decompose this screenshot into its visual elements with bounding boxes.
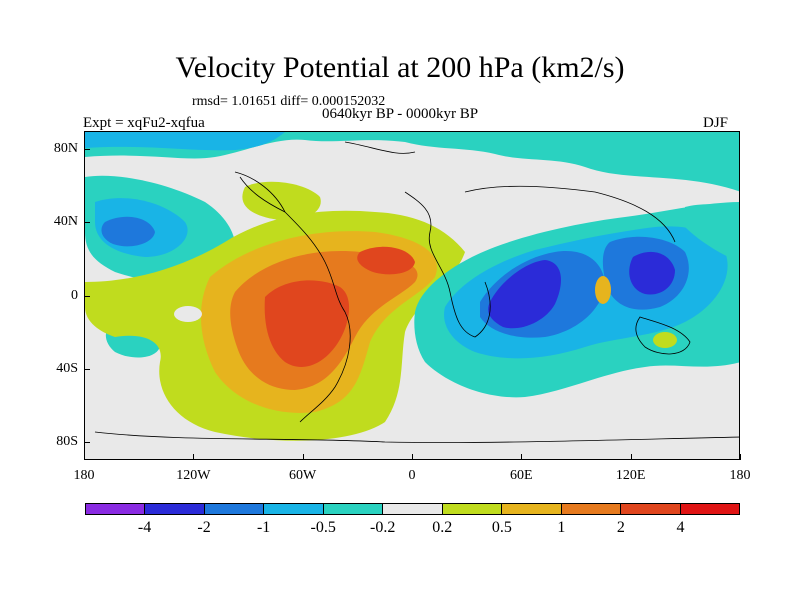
x-tick-label: 0	[408, 468, 416, 483]
y-tick-mark	[84, 295, 90, 297]
x-tick-label: 120W	[176, 468, 211, 483]
x-tick-label: 60E	[510, 468, 533, 483]
colorbar-cell	[204, 504, 265, 514]
y-tick-label: 80S	[56, 433, 78, 449]
coastlines	[94, 141, 739, 443]
colorbar-cell	[561, 504, 622, 514]
colorbar-label: 1	[557, 519, 566, 536]
colorbar-label: 0.5	[491, 519, 512, 536]
y-tick-mark	[84, 149, 90, 151]
arctic-blue-region	[85, 132, 285, 151]
colorbar-cell	[383, 504, 443, 514]
x-tick-mark	[521, 454, 523, 460]
colorbar-label: 2	[616, 519, 625, 536]
x-tick-mark	[412, 454, 413, 460]
velocity-potential-map	[85, 132, 739, 459]
north-pacific-core	[101, 216, 155, 247]
colorbar-cell	[680, 504, 739, 514]
colorbar-cell	[502, 504, 562, 514]
colorbar-cell	[442, 504, 503, 514]
x-tick-label: 180	[73, 468, 95, 483]
season-text: DJF	[703, 115, 729, 131]
positive-region-core	[264, 280, 350, 367]
y-tick-mark	[84, 441, 90, 443]
y-tick-mark	[84, 368, 90, 370]
indian-ocean-core	[488, 260, 561, 329]
period-text: 0640kyr BP - 0000kyr BP	[322, 106, 479, 122]
colorbar-label: -2	[197, 519, 211, 536]
x-tick-mark	[84, 454, 85, 460]
colorbar-label: 0.2	[432, 519, 453, 536]
atlantic-positive-core	[357, 246, 415, 275]
y-tick-label: 40S	[56, 360, 78, 376]
colorbar-label: -1	[256, 519, 271, 536]
colorbar-label: -0.5	[310, 519, 336, 536]
x-tick-mark	[630, 454, 632, 460]
colorbar-label: 4	[676, 519, 685, 536]
colorbar-cell	[323, 504, 384, 514]
australia-positive-blob	[653, 332, 677, 348]
colorbar-label: -4	[137, 519, 152, 536]
experiment-text: Expt = xqFu2-xqfua	[83, 115, 205, 131]
east-pacific-negative-region	[685, 204, 739, 262]
colorbar-cell	[264, 504, 324, 514]
x-tick-label: 180	[729, 468, 751, 483]
north-america-positive-blob	[242, 181, 321, 221]
map-panel	[84, 131, 740, 460]
colorbar-cell	[145, 504, 205, 514]
y-tick-label: 0	[71, 287, 78, 303]
bay-of-bengal-positive-blob	[595, 276, 611, 304]
colorbar-label: -0.2	[370, 519, 396, 536]
x-tick-mark	[193, 454, 195, 460]
plot-title: Velocity Potential at 200 hPa (km2/s)	[175, 51, 625, 84]
stats-text: rmsd= 1.01651 diff= 0.000152032	[192, 94, 386, 109]
colorbar	[85, 503, 740, 515]
neutral-hole	[174, 306, 202, 322]
x-tick-label: 120E	[615, 468, 646, 483]
west-pacific-core	[629, 251, 675, 295]
x-tick-label: 60W	[289, 468, 317, 483]
x-tick-mark	[740, 454, 741, 460]
y-tick-mark	[84, 222, 90, 224]
colorbar-cell	[621, 504, 681, 514]
y-tick-label: 80N	[53, 141, 78, 157]
y-tick-label: 40N	[53, 214, 78, 230]
colorbar-cell	[86, 504, 146, 514]
x-tick-mark	[302, 454, 304, 460]
